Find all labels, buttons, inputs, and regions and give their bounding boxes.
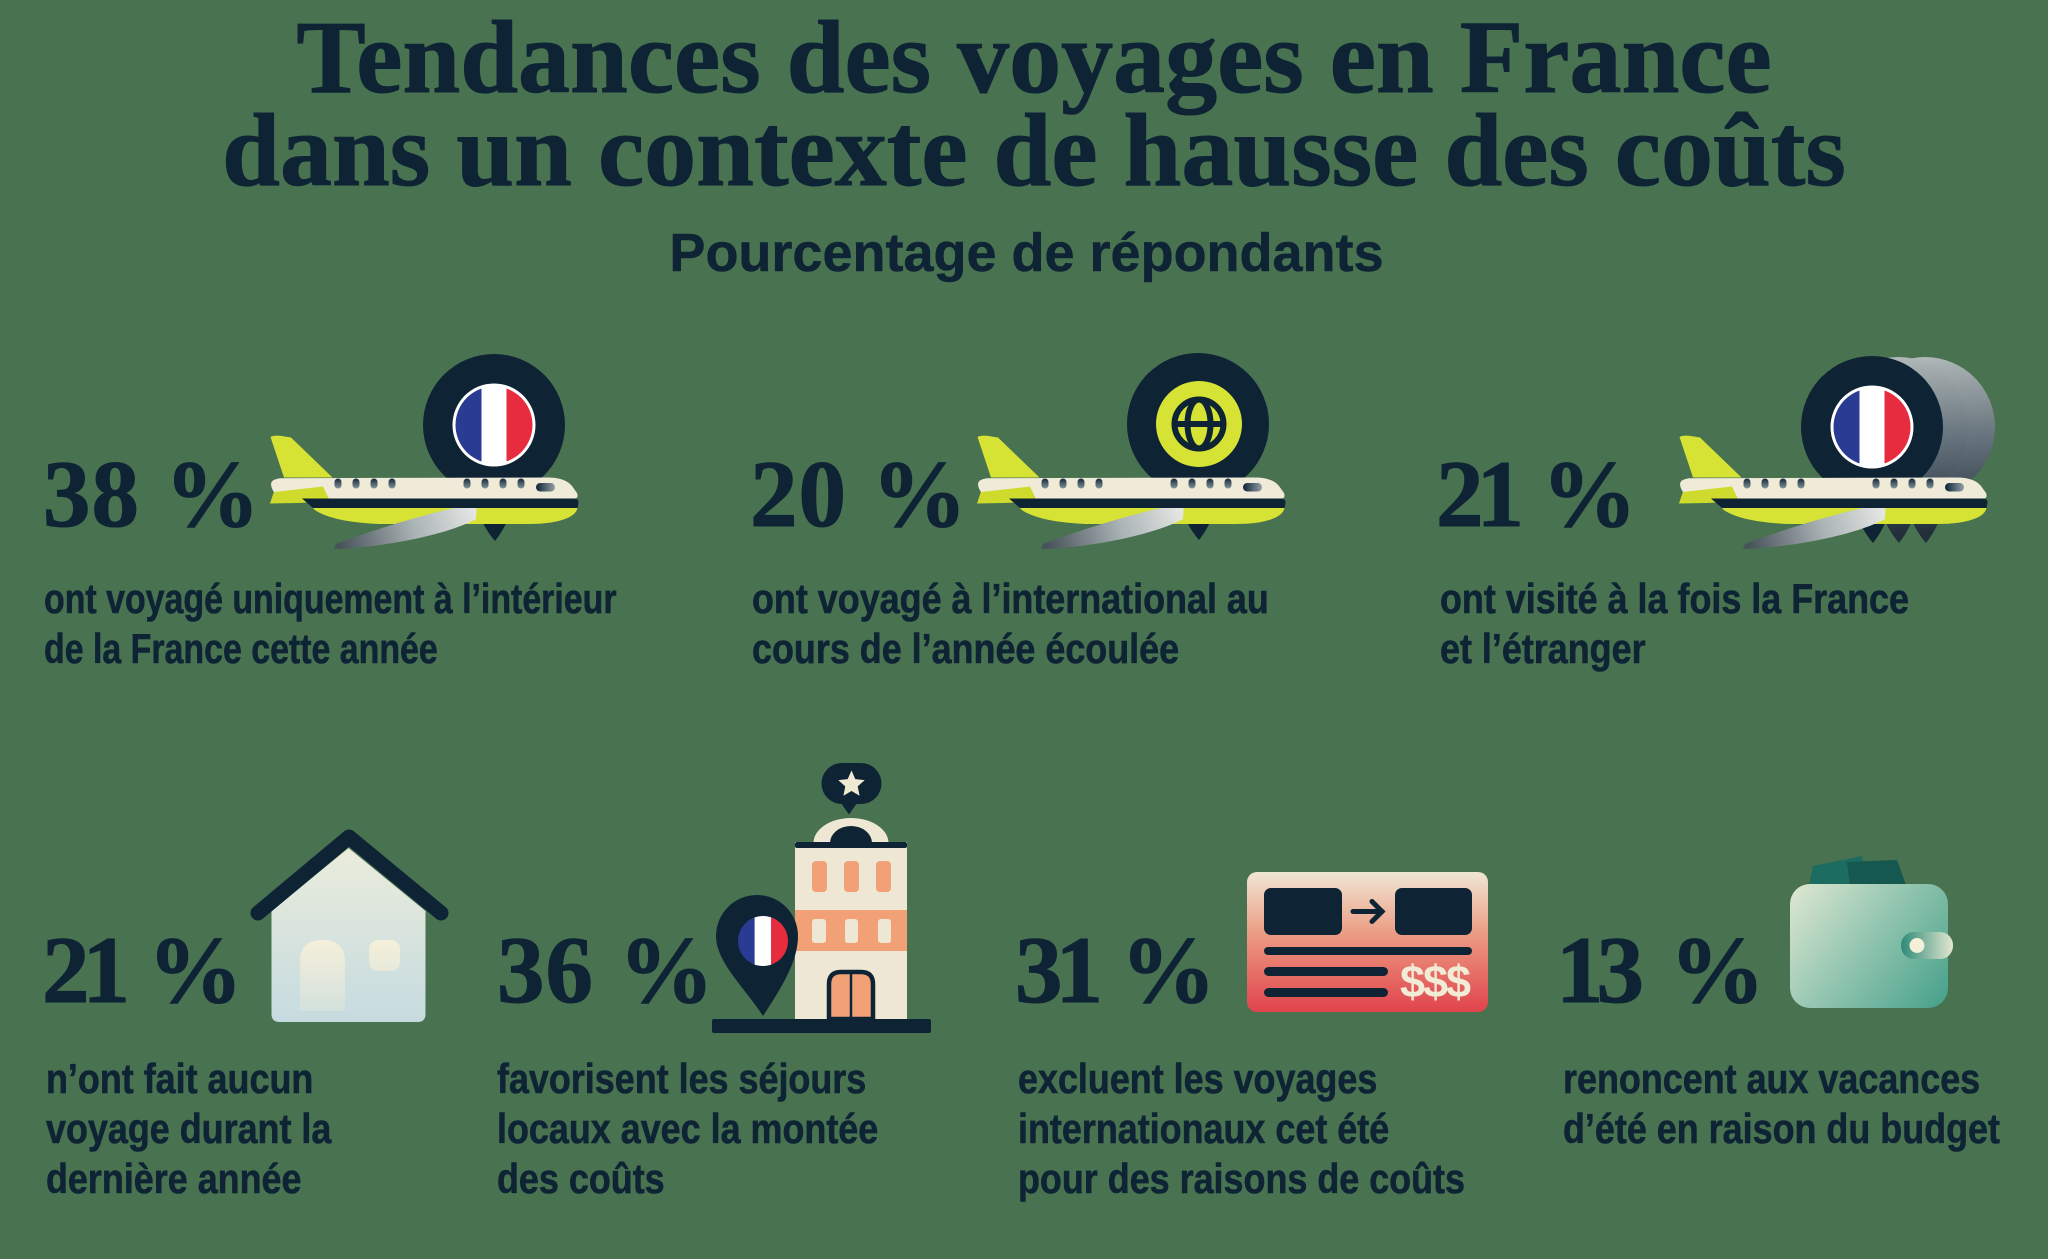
svg-text:$$$: $$$ [1400,956,1471,1007]
